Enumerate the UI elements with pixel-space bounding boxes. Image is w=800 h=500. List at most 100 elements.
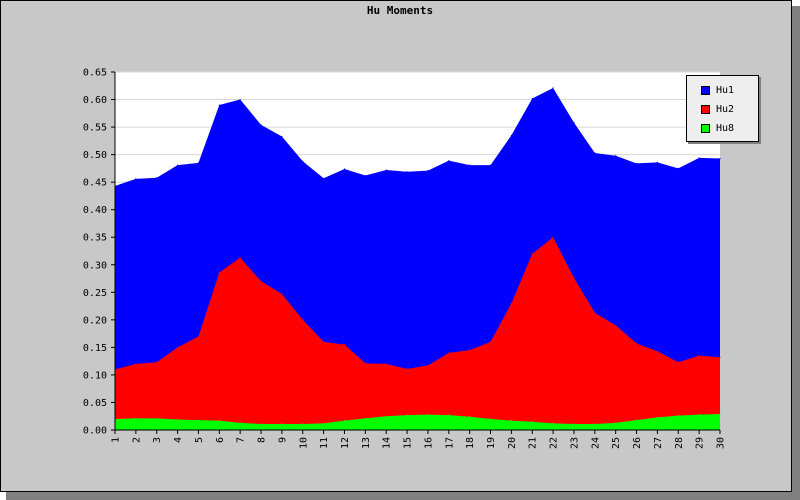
data-point-hu1 (719, 157, 721, 160)
data-point-hu8 (323, 422, 325, 424)
x-tick-label: 10 (298, 437, 309, 449)
legend-label-hu2: Hu2 (716, 103, 735, 115)
data-point-hu8 (573, 423, 575, 425)
legend: Hu1 Hu2 Hu8 (686, 75, 759, 142)
x-tick-label: 9 (277, 437, 288, 443)
data-point-hu1 (218, 104, 220, 106)
data-point-hu1 (197, 162, 200, 164)
x-tick-label: 29 (695, 437, 706, 449)
data-point-hu2 (615, 324, 617, 326)
data-point-hu2 (385, 363, 387, 365)
data-point-hu8 (197, 419, 200, 421)
data-point-hu2 (135, 363, 137, 365)
data-point-hu2 (156, 361, 158, 363)
data-point-hu8 (677, 415, 679, 417)
y-tick-label: 0.55 (83, 123, 107, 134)
data-point-hu8 (302, 423, 304, 425)
data-point-hu2 (552, 236, 554, 238)
data-point-hu8 (489, 418, 492, 420)
data-point-hu8 (531, 421, 533, 423)
x-tick-label: 24 (590, 437, 601, 449)
legend-swatch-hu1 (701, 85, 710, 95)
x-tick-label: 23 (569, 437, 580, 449)
y-tick-label: 0.30 (83, 260, 107, 271)
legend-item-hu1: Hu1 (701, 84, 734, 96)
data-point-hu2 (448, 352, 450, 354)
data-point-hu8 (448, 414, 450, 416)
data-point-hu8 (656, 416, 659, 418)
data-point-hu2 (656, 350, 659, 352)
data-point-hu2 (343, 344, 346, 346)
data-point-hu2 (469, 349, 471, 351)
data-point-hu1 (635, 162, 638, 165)
data-point-hu2 (698, 355, 700, 357)
y-tick-label: 0.50 (83, 150, 107, 161)
data-point-hu1 (323, 177, 325, 179)
data-point-hu2 (510, 302, 512, 304)
data-point-hu2 (531, 253, 533, 255)
data-point-hu1 (573, 122, 575, 124)
data-point-hu8 (615, 422, 617, 424)
x-tick-label: 25 (611, 437, 622, 449)
y-tick-label: 0.10 (83, 370, 107, 381)
y-tick-label: 0.65 (83, 68, 107, 79)
data-point-hu2 (239, 257, 241, 259)
x-tick-label: 1 (111, 437, 122, 443)
legend-label-hu8: Hu8 (716, 122, 735, 134)
x-tick-label: 28 (674, 437, 685, 449)
data-point-hu8 (594, 423, 596, 425)
data-point-hu1 (677, 167, 679, 169)
data-point-hu8 (427, 413, 429, 416)
data-point-hu8 (260, 423, 262, 425)
x-tick-label: 17 (444, 437, 455, 449)
data-point-hu8 (239, 422, 241, 424)
data-point-hu2 (573, 277, 575, 279)
data-point-hu1 (156, 177, 158, 179)
data-point-hu1 (552, 87, 554, 89)
data-point-hu8 (385, 415, 387, 417)
x-tick-label: 7 (236, 437, 247, 443)
data-point-hu1 (427, 169, 429, 172)
chart-title: Hu Moments (366, 4, 434, 17)
legend-label-hu1: Hu1 (716, 84, 735, 96)
x-tick-label: 18 (465, 437, 476, 449)
x-tick-label: 21 (528, 437, 539, 449)
data-point-hu2 (719, 356, 721, 358)
data-point-hu1 (698, 157, 700, 159)
x-tick-label: 22 (549, 437, 560, 449)
data-point-hu1 (531, 97, 533, 100)
data-point-hu1 (364, 174, 366, 177)
x-tick-label: 26 (632, 437, 643, 449)
x-tick-label: 12 (340, 437, 351, 449)
data-point-hu8 (719, 413, 721, 415)
y-tick-label: 0.40 (83, 205, 107, 216)
data-point-hu1 (239, 98, 241, 101)
x-tick-label: 2 (131, 437, 142, 443)
legend-swatch-hu2 (701, 104, 710, 114)
x-tick-label: 27 (653, 437, 664, 449)
data-point-hu8 (469, 416, 471, 418)
x-tick-label: 11 (319, 437, 330, 449)
y-tick-label: 0.20 (83, 315, 107, 326)
data-point-hu2 (197, 335, 200, 337)
x-tick-label: 20 (507, 437, 518, 449)
data-point-hu8 (635, 419, 638, 421)
legend-item-hu8: Hu8 (701, 122, 734, 134)
data-point-hu1 (135, 178, 137, 180)
data-point-hu1 (594, 152, 596, 154)
legend-item-hu2: Hu2 (701, 103, 734, 115)
data-point-hu1 (406, 171, 408, 173)
x-tick-label: 30 (716, 437, 727, 449)
data-point-hu1 (176, 164, 179, 166)
data-point-hu2 (323, 341, 325, 343)
y-tick-label: 0.05 (83, 398, 107, 409)
data-point-hu2 (302, 319, 304, 321)
data-point-hu2 (260, 280, 262, 282)
area-series-hu2 (115, 237, 720, 430)
y-tick-label: 0.15 (83, 343, 107, 354)
data-point-hu1 (385, 169, 387, 171)
x-tick-label: 13 (361, 437, 372, 449)
data-point-hu2 (281, 293, 283, 295)
legend-swatch-hu8 (701, 123, 710, 133)
